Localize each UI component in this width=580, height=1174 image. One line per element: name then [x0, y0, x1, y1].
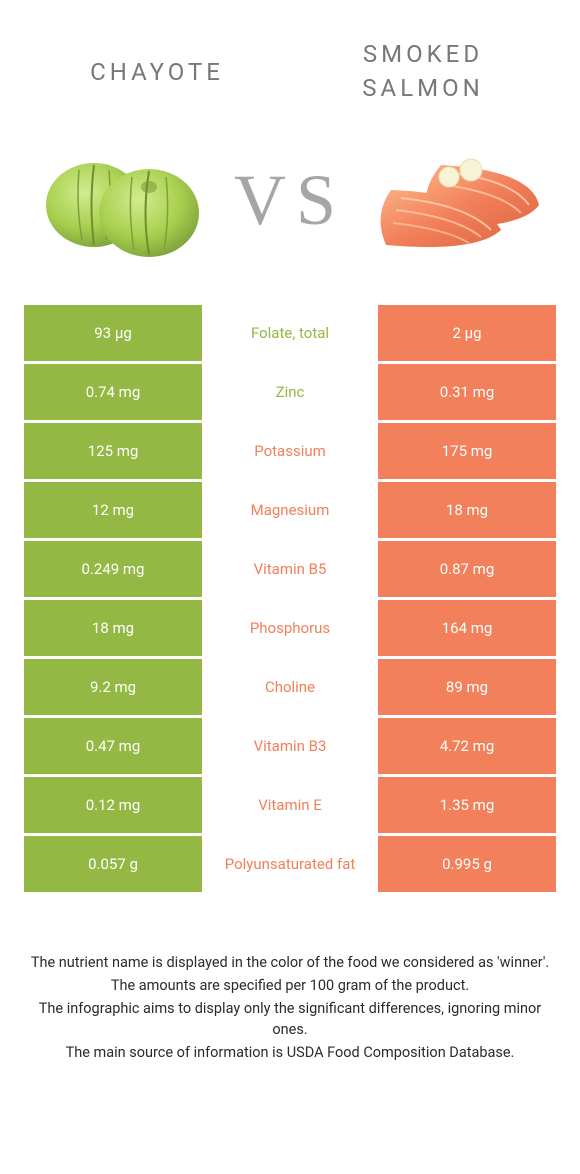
infographic-page: Chayote Smokedsalmon: [0, 0, 580, 1095]
left-food-title: Chayote: [24, 58, 290, 86]
nutrient-label-cell: Folate, total: [202, 305, 378, 361]
table-row: 125 mgPotassium175 mg: [24, 423, 556, 479]
right-value-cell: 164 mg: [378, 600, 556, 656]
nutrient-label-cell: Vitamin B5: [202, 541, 378, 597]
right-value-cell: 0.31 mg: [378, 364, 556, 420]
nutrient-label-cell: Vitamin E: [202, 777, 378, 833]
hero-row: VS: [24, 135, 556, 265]
table-row: 0.12 mgVitamin E1.35 mg: [24, 777, 556, 833]
salmon-image: [371, 135, 546, 265]
table-row: 0.249 mgVitamin B50.87 mg: [24, 541, 556, 597]
right-value-cell: 175 mg: [378, 423, 556, 479]
chayote-image: [34, 135, 209, 265]
nutrient-label-cell: Choline: [202, 659, 378, 715]
left-value-cell: 0.057 g: [24, 836, 202, 892]
title-row: Chayote Smokedsalmon: [24, 38, 556, 105]
nutrient-label-cell: Polyunsaturated fat: [202, 836, 378, 892]
right-value-cell: 89 mg: [378, 659, 556, 715]
table-row: 9.2 mgCholine89 mg: [24, 659, 556, 715]
footer-notes: The nutrient name is displayed in the co…: [24, 952, 556, 1063]
table-row: 93 µgFolate, total2 µg: [24, 305, 556, 361]
right-value-cell: 4.72 mg: [378, 718, 556, 774]
right-value-cell: 0.995 g: [378, 836, 556, 892]
right-value-cell: 1.35 mg: [378, 777, 556, 833]
footer-line: The amounts are specified per 100 gram o…: [24, 975, 556, 996]
left-value-cell: 93 µg: [24, 305, 202, 361]
left-value-cell: 0.12 mg: [24, 777, 202, 833]
nutrient-label-cell: Magnesium: [202, 482, 378, 538]
nutrient-label-cell: Zinc: [202, 364, 378, 420]
right-value-cell: 18 mg: [378, 482, 556, 538]
nutrient-label-cell: Phosphorus: [202, 600, 378, 656]
comparison-table: 93 µgFolate, total2 µg0.74 mgZinc0.31 mg…: [24, 305, 556, 892]
left-value-cell: 125 mg: [24, 423, 202, 479]
left-value-cell: 12 mg: [24, 482, 202, 538]
nutrient-label-cell: Potassium: [202, 423, 378, 479]
left-value-cell: 0.47 mg: [24, 718, 202, 774]
left-value-cell: 9.2 mg: [24, 659, 202, 715]
nutrient-label-cell: Vitamin B3: [202, 718, 378, 774]
left-value-cell: 18 mg: [24, 600, 202, 656]
right-value-cell: 0.87 mg: [378, 541, 556, 597]
table-row: 0.74 mgZinc0.31 mg: [24, 364, 556, 420]
left-value-cell: 0.74 mg: [24, 364, 202, 420]
table-row: 0.057 gPolyunsaturated fat0.995 g: [24, 836, 556, 892]
table-row: 0.47 mgVitamin B34.72 mg: [24, 718, 556, 774]
right-food-title: Smokedsalmon: [290, 38, 556, 105]
table-row: 18 mgPhosphorus164 mg: [24, 600, 556, 656]
footer-line: The infographic aims to display only the…: [24, 998, 556, 1040]
table-row: 12 mgMagnesium18 mg: [24, 482, 556, 538]
left-value-cell: 0.249 mg: [24, 541, 202, 597]
vs-label: VS: [234, 159, 346, 242]
footer-line: The nutrient name is displayed in the co…: [24, 952, 556, 973]
footer-line: The main source of information is USDA F…: [24, 1042, 556, 1063]
right-value-cell: 2 µg: [378, 305, 556, 361]
